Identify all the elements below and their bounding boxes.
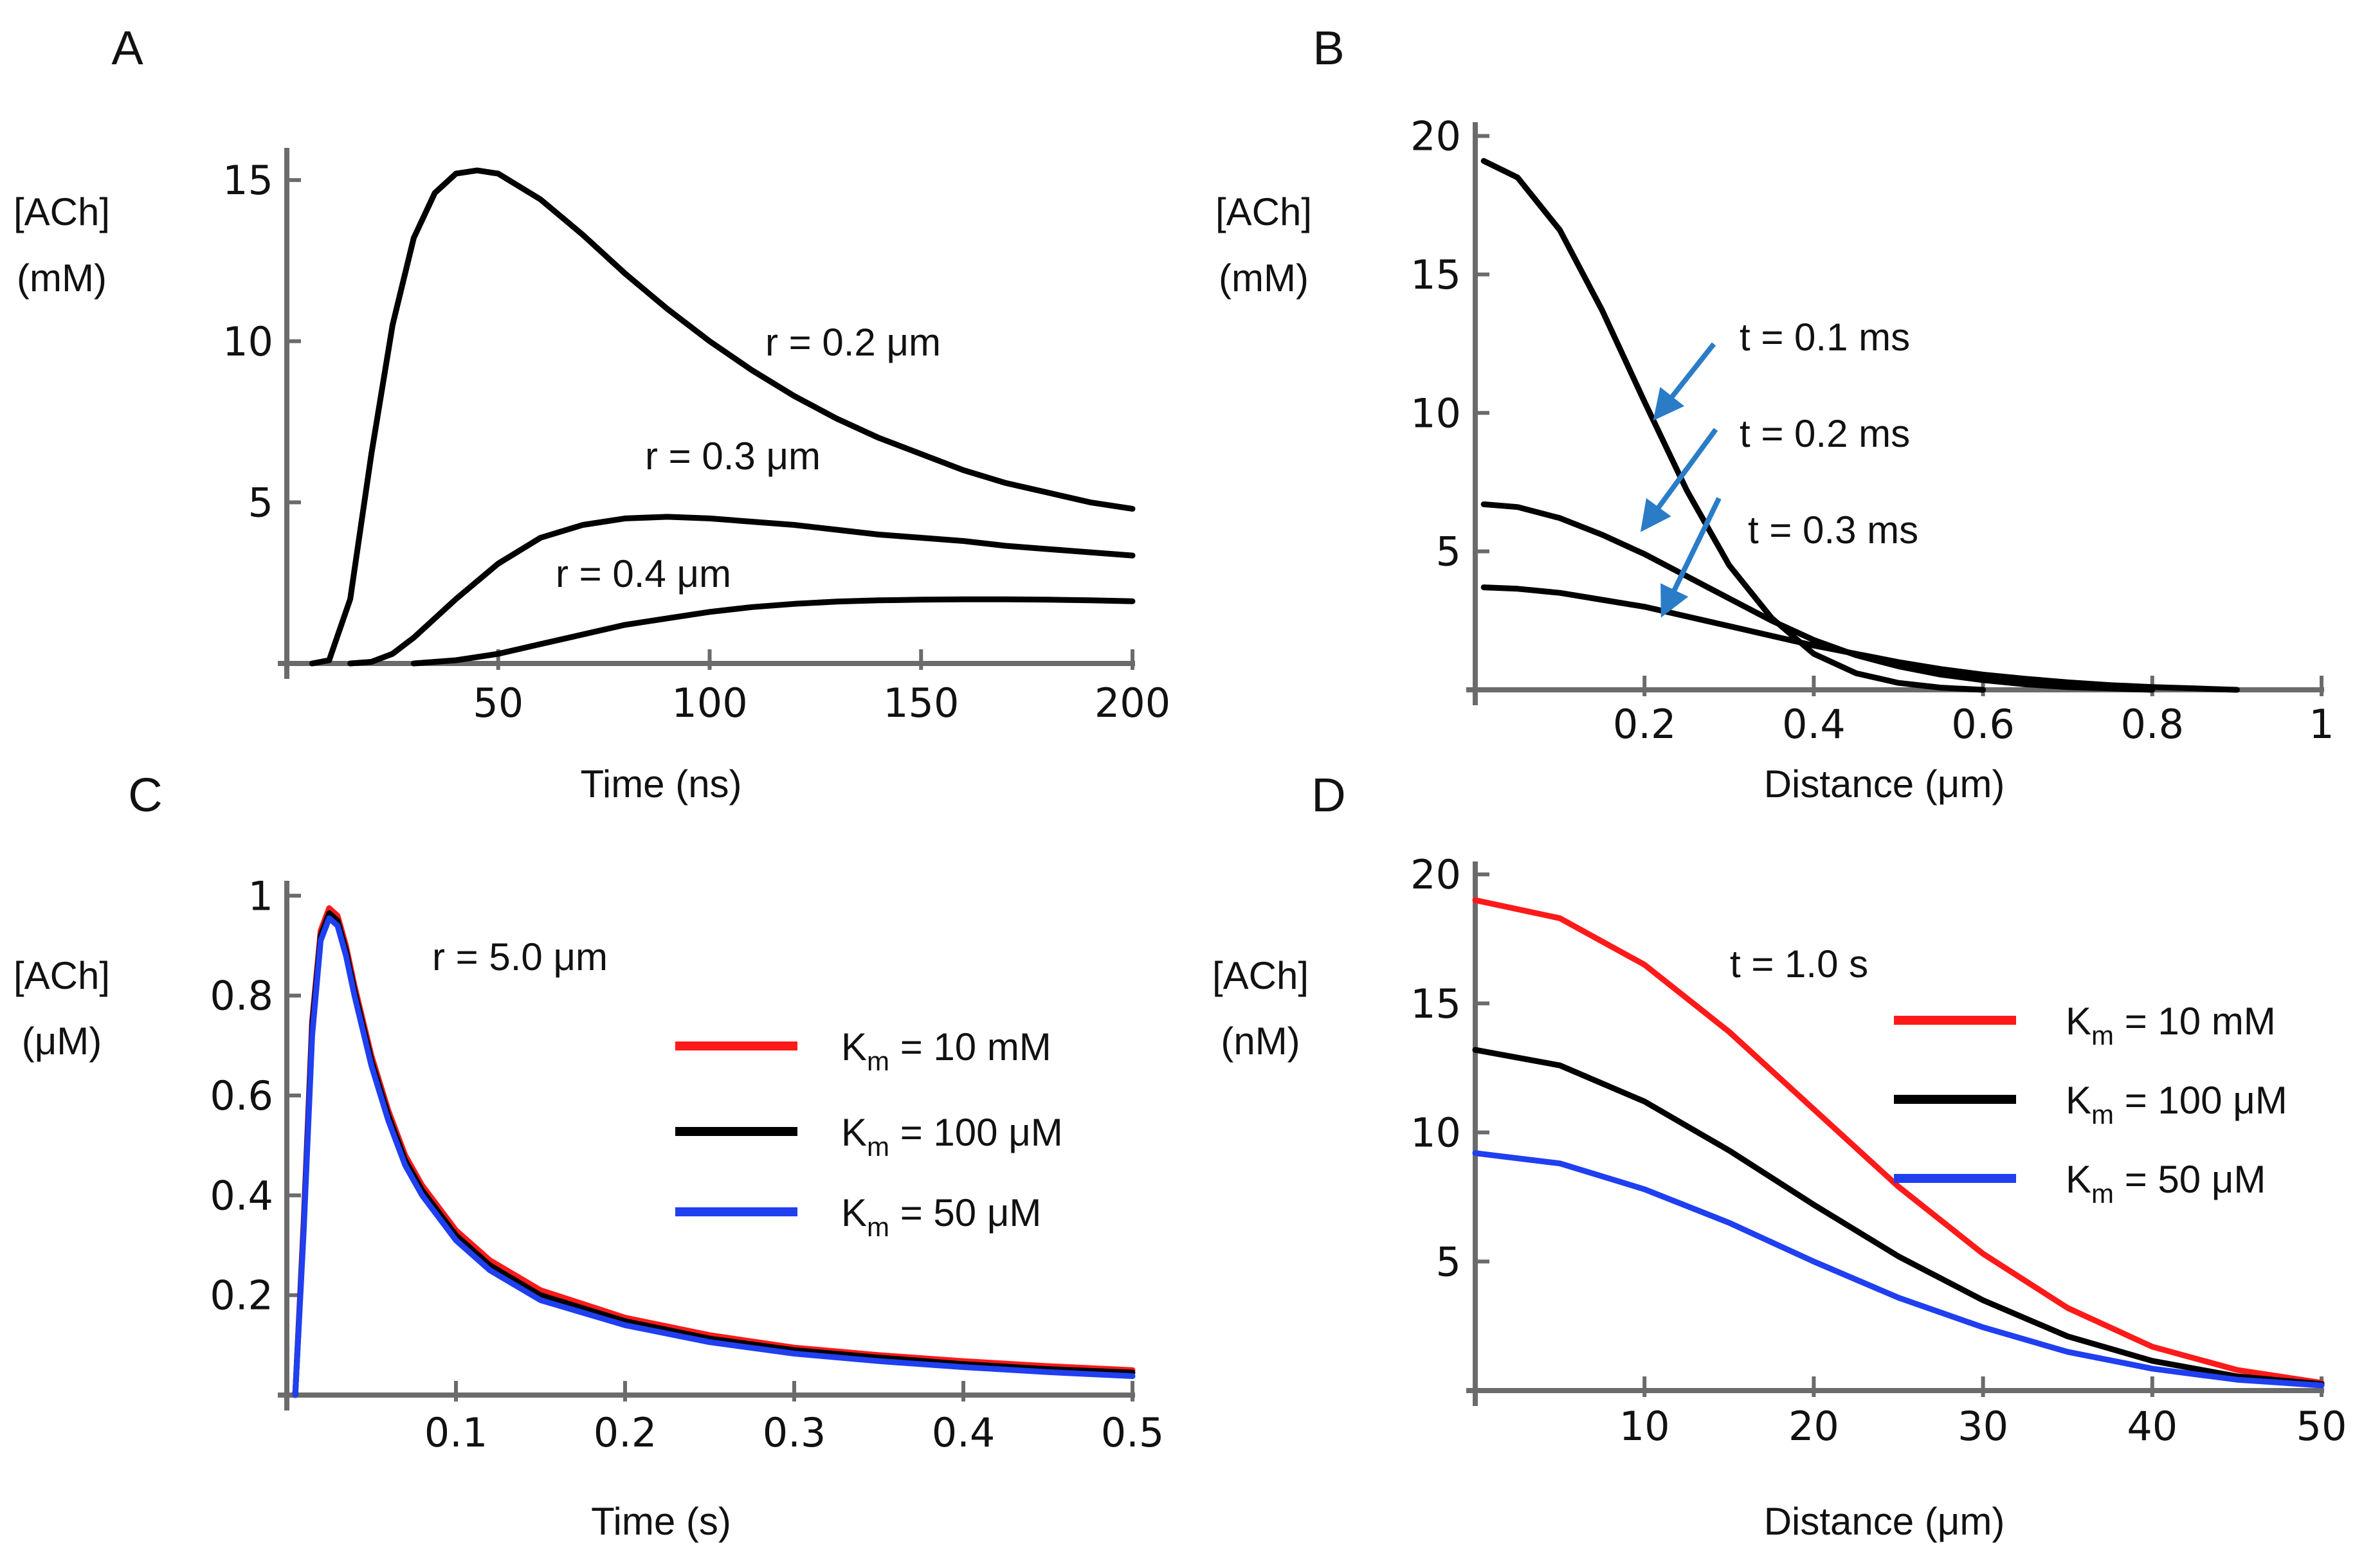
y-tick-label: 0.6 — [210, 1072, 273, 1119]
series-line-2 — [1472, 1047, 2325, 1387]
y-axis-label: [ACh] — [1212, 954, 1309, 997]
series-line-1 — [1472, 897, 2325, 1386]
x-tick-label: 200 — [1095, 680, 1170, 726]
x-tick-label: 0.5 — [1101, 1409, 1165, 1456]
y-axis-label: [ACh] — [1215, 190, 1312, 233]
curve-annotation: r = 0.2 μm — [765, 321, 941, 364]
series-line-1 — [1480, 158, 1987, 693]
panel-letter: A — [111, 21, 143, 75]
y-tick-label: 5 — [1436, 1238, 1461, 1285]
x-tick-label: 0.1 — [424, 1409, 488, 1456]
legend-entry: Km = 10 mM — [841, 1025, 1051, 1076]
x-tick-label: 20 — [1788, 1403, 1839, 1450]
legend-entry: Km = 50 μM — [841, 1191, 1041, 1242]
y-tick-label: 15 — [1410, 251, 1461, 298]
legend-entry: Km = 100 μM — [841, 1111, 1063, 1162]
panel-annotation: t = 1.0 s — [1730, 942, 1868, 986]
panel-A: A 50 100 150 200 5 10 15 [ACh] (mM) Time (ns) r = 0… — [14, 21, 1170, 806]
legend-entry: Km = 10 mM — [2066, 1000, 2276, 1050]
legend-entry: Km = 100 μM — [2066, 1079, 2287, 1130]
y-tick-label: 15 — [1410, 980, 1461, 1027]
y-tick-label: 1 — [248, 872, 273, 919]
x-tick-label: 50 — [2296, 1403, 2347, 1450]
y-axis-label: [ACh] — [14, 190, 110, 233]
y-tick-label: 5 — [248, 479, 273, 526]
x-axis-label: Time (s) — [591, 1500, 731, 1543]
x-axis-label: Distance (μm) — [1764, 1500, 2005, 1543]
series-line-3 — [292, 915, 1136, 1398]
arrow-icon — [1660, 497, 1722, 618]
y-tick-label: 20 — [1410, 851, 1461, 898]
y-axis-label: (mM) — [1219, 257, 1309, 300]
panel-annotation: r = 5.0 μm — [432, 935, 608, 978]
curve-annotation: t = 0.3 ms — [1748, 509, 1918, 552]
panel-D: D 10 20 30 40 50 5 10 15 20 [ACh] (nM) Distance (μm)… — [1212, 768, 2347, 1543]
series-line-2 — [347, 514, 1136, 667]
series-line-3 — [1480, 584, 2240, 693]
x-tick-label: 150 — [883, 680, 959, 726]
x-tick-label: 100 — [671, 680, 747, 726]
arrow-icon — [1640, 428, 1718, 532]
y-axis-label: [ACh] — [14, 954, 110, 997]
panel-letter: D — [1311, 768, 1345, 822]
x-tick-label: 40 — [2127, 1403, 2178, 1450]
series-line-2 — [292, 910, 1136, 1398]
legend-entry: Km = 50 μM — [2066, 1158, 2266, 1209]
x-tick-label: 10 — [1619, 1403, 1670, 1450]
x-axis-label: Time (ns) — [580, 762, 741, 806]
x-tick-label: 50 — [473, 680, 523, 726]
series-line-3 — [1472, 1150, 2325, 1389]
panel-letter: C — [128, 768, 162, 822]
y-tick-label: 0.2 — [210, 1272, 273, 1319]
curve-annotation: t = 0.2 ms — [1740, 412, 1910, 455]
y-axis-label: (nM) — [1221, 1020, 1300, 1063]
y-axis-label: (μM) — [22, 1020, 102, 1063]
y-tick-label: 5 — [1436, 528, 1461, 575]
y-tick-label: 20 — [1410, 113, 1461, 160]
y-tick-label: 15 — [223, 157, 273, 204]
arrow-icon — [1653, 342, 1716, 421]
x-tick-label: 0.4 — [932, 1409, 996, 1456]
x-tick-label: 0.4 — [1782, 701, 1846, 748]
y-tick-label: 10 — [223, 318, 273, 365]
panel-letter: B — [1313, 21, 1344, 75]
x-tick-label: 1 — [2309, 701, 2334, 748]
x-tick-label: 0.8 — [2120, 701, 2184, 748]
x-tick-label: 0.2 — [594, 1409, 657, 1456]
y-tick-label: 0.4 — [210, 1172, 273, 1219]
y-tick-label: 10 — [1410, 1110, 1461, 1157]
x-tick-label: 0.2 — [1613, 701, 1677, 748]
series-line-2 — [1480, 501, 2156, 693]
curve-annotation: r = 0.4 μm — [556, 552, 731, 595]
x-tick-label: 0.6 — [1951, 701, 2015, 748]
x-tick-label: 30 — [1958, 1403, 2008, 1450]
curve-annotation: r = 0.3 μm — [645, 435, 821, 478]
y-axis-label: (mM) — [17, 257, 107, 300]
series-line-1 — [309, 167, 1136, 667]
y-tick-label: 0.8 — [210, 973, 273, 1020]
x-tick-label: 0.3 — [763, 1409, 826, 1456]
y-tick-label: 10 — [1410, 390, 1461, 437]
panel-C: C 0.1 0.2 0.3 0.4 0.5 0.2 0.4 0.6 0.8 1 [ACh] (μM) Ti… — [14, 768, 1164, 1543]
curve-annotation: t = 0.1 ms — [1740, 316, 1910, 359]
x-axis-label: Distance (μm) — [1764, 762, 2005, 806]
series-line-3 — [410, 596, 1136, 667]
